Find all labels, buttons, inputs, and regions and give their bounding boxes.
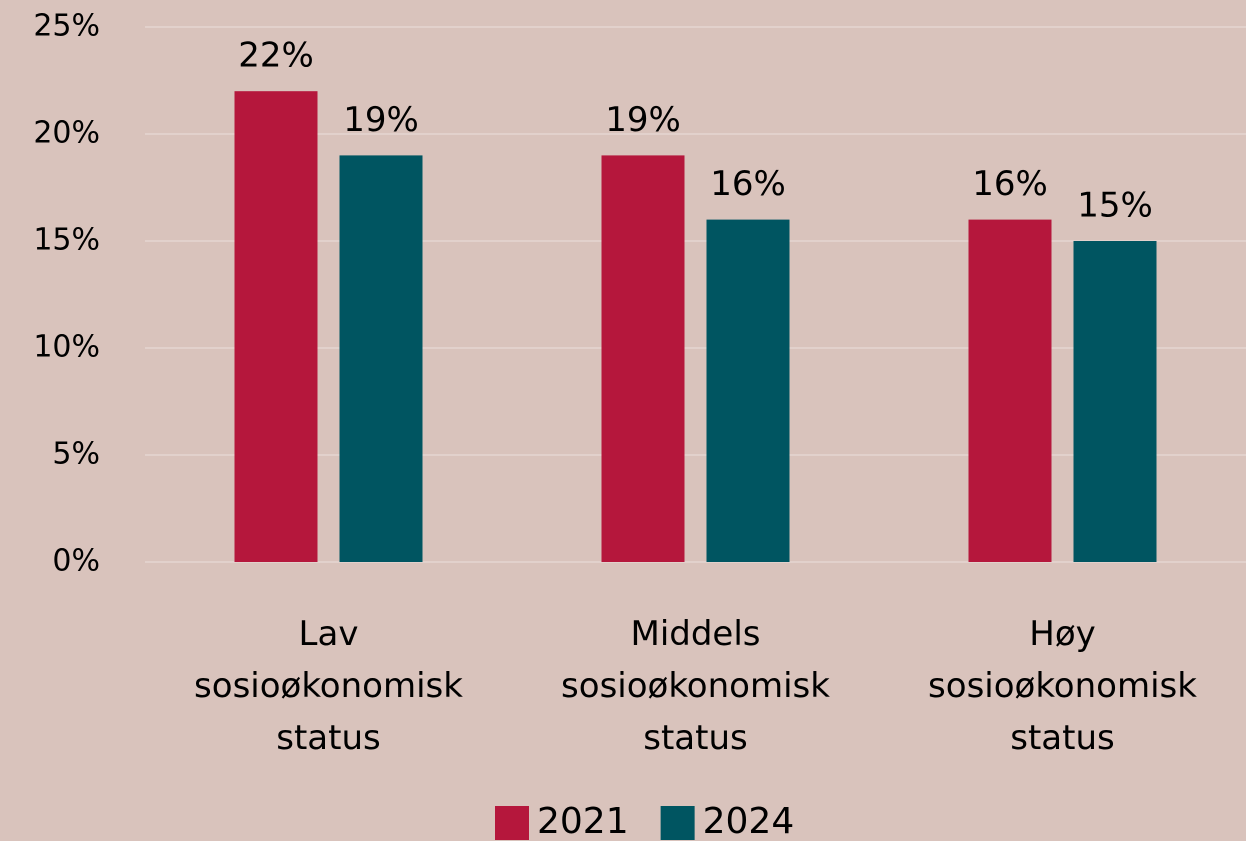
- bar: [601, 155, 685, 562]
- x-tick-label: Lav sosioøkonomisk status: [194, 614, 463, 758]
- y-tick-label: 10%: [33, 330, 100, 365]
- bar: [339, 155, 423, 562]
- legend-label: 2024: [703, 801, 795, 841]
- x-tick-label: Høy sosioøkonomisk status: [928, 614, 1197, 758]
- legend-swatch: [495, 806, 529, 840]
- bar: [234, 91, 318, 562]
- y-tick-label: 15%: [33, 223, 100, 258]
- bar: [968, 219, 1052, 562]
- legend-swatch: [660, 806, 695, 840]
- y-tick-label: 25%: [33, 9, 100, 44]
- data-label: 15%: [1077, 186, 1153, 226]
- data-label: 22%: [238, 36, 314, 76]
- data-label: 16%: [710, 164, 786, 204]
- data-label: 16%: [972, 164, 1048, 204]
- y-tick-label: 20%: [33, 116, 100, 151]
- data-label: 19%: [605, 100, 681, 140]
- x-tick-label: Middels sosioøkonomisk status: [561, 614, 830, 758]
- y-tick-label: 0%: [52, 544, 100, 579]
- bar: [1073, 241, 1157, 562]
- data-label: 19%: [343, 100, 419, 140]
- legend-label: 2021: [537, 801, 629, 841]
- y-tick-label: 5%: [52, 437, 100, 472]
- bar: [706, 219, 790, 562]
